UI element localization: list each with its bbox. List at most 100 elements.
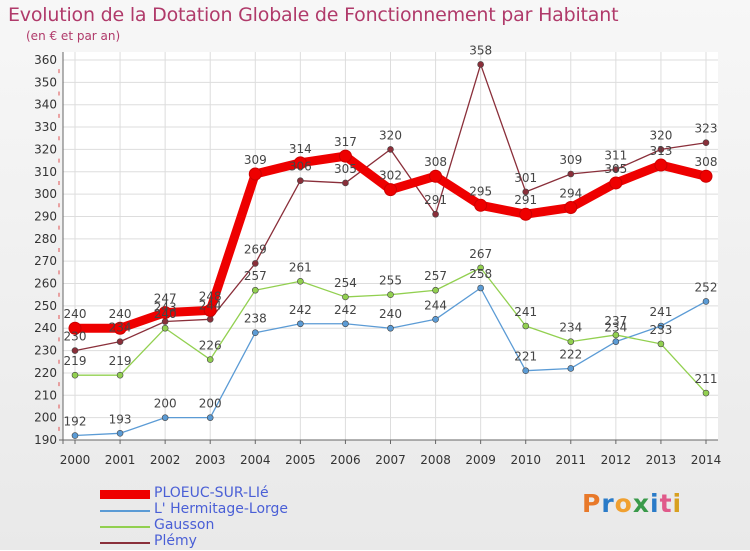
legend-swatch: [100, 542, 150, 544]
x-tick-label: 2002: [150, 453, 181, 467]
logo-letter: x: [632, 489, 650, 518]
x-tick-label: 2000: [60, 453, 91, 467]
x-tick-label: 2011: [556, 453, 587, 467]
y-tick-label: 360: [34, 53, 57, 67]
data-point: [702, 298, 710, 305]
data-label: 200: [154, 397, 177, 411]
data-label: 243: [154, 301, 177, 315]
y-tick-label: 270: [34, 254, 57, 268]
data-point: [432, 286, 439, 294]
data-label: 240: [379, 307, 402, 321]
logo-letter: P: [582, 489, 602, 518]
data-point: [113, 321, 127, 335]
data-point: [297, 320, 304, 328]
data-point: [384, 183, 397, 197]
data-label: 192: [64, 415, 87, 429]
data-point: [297, 277, 304, 285]
data-point: [387, 324, 394, 332]
y-tick-label: 290: [34, 209, 57, 223]
data-point: [71, 432, 79, 439]
data-point: [657, 340, 665, 348]
data-label: 240: [109, 307, 132, 321]
data-label: 219: [109, 354, 132, 368]
x-tick-label: 2004: [240, 453, 271, 467]
data-label: 320: [649, 128, 672, 142]
data-point: [161, 414, 169, 421]
data-point: [609, 176, 623, 190]
x-tick-label: 2005: [285, 453, 316, 467]
data-point: [68, 321, 82, 335]
x-tick-label: 2001: [105, 453, 136, 467]
legend-label: L' Hermitage-Lorge: [154, 501, 289, 517]
x-tick-label: 2007: [375, 453, 406, 467]
data-point: [71, 347, 79, 354]
chart-title: Evolution de la Dotation Globale de Fonc…: [8, 4, 619, 26]
data-label: 241: [649, 305, 672, 319]
data-point: [612, 166, 620, 173]
data-label: 257: [424, 269, 447, 283]
logo-letter: i: [672, 489, 683, 518]
x-tick-label: 2003: [195, 453, 226, 467]
y-tick-label: 300: [34, 187, 57, 201]
data-label: 267: [469, 247, 492, 261]
data-label: 295: [469, 184, 492, 198]
data-label: 305: [604, 162, 627, 176]
data-point: [206, 315, 214, 323]
data-point: [116, 429, 124, 437]
y-tick-label: 350: [34, 75, 57, 89]
data-label: 301: [514, 171, 537, 185]
x-tick-label: 2012: [601, 453, 632, 467]
y-tick-label: 220: [34, 366, 57, 380]
data-point: [567, 338, 575, 345]
data-label: 234: [604, 321, 627, 335]
y-tick-label: 230: [34, 344, 57, 358]
x-tick-label: 2010: [510, 453, 541, 467]
data-label: 234: [109, 321, 132, 335]
y-tick-label: 280: [34, 232, 57, 246]
data-label: 309: [559, 153, 582, 167]
data-label: 230: [64, 330, 87, 344]
y-tick-label: 240: [34, 321, 57, 335]
data-point: [657, 146, 665, 153]
y-tick-label: 210: [34, 388, 57, 402]
data-point: [161, 324, 169, 332]
data-label: 254: [334, 276, 357, 290]
data-point: [432, 210, 439, 218]
data-point: [429, 169, 443, 183]
data-point: [387, 146, 394, 153]
data-point: [206, 414, 214, 421]
data-point: [203, 303, 217, 317]
data-label: 242: [289, 303, 312, 317]
data-label: 226: [199, 339, 222, 353]
data-label: 261: [289, 260, 312, 274]
data-label: 238: [244, 312, 267, 326]
legend-label: Gausson: [154, 517, 215, 533]
legend-label: Plémy: [154, 533, 197, 549]
data-label: 247: [154, 292, 177, 306]
data-point: [702, 139, 710, 147]
data-point: [612, 331, 620, 339]
series-2: [71, 264, 710, 397]
y-tick-label: 200: [34, 411, 57, 425]
y-tick-label: 310: [34, 165, 57, 179]
data-label: 291: [424, 193, 447, 207]
data-point: [477, 284, 484, 292]
data-point: [293, 156, 307, 170]
data-point: [297, 177, 304, 185]
data-label: 306: [289, 160, 312, 174]
logo-letter: r: [601, 489, 615, 518]
data-label: 244: [199, 298, 222, 312]
data-label: 248: [199, 289, 222, 303]
legend-swatch: [100, 526, 150, 528]
y-tick-label: 340: [34, 98, 57, 112]
data-point: [116, 338, 124, 345]
data-point: [522, 367, 530, 375]
y-tick-label: 320: [34, 142, 57, 156]
data-point: [251, 329, 259, 337]
data-label: 241: [514, 305, 537, 319]
data-label: 193: [109, 412, 132, 426]
data-label: 240: [154, 307, 177, 321]
data-label: 237: [604, 314, 627, 328]
data-point: [206, 356, 214, 363]
data-label: 308: [695, 155, 718, 169]
